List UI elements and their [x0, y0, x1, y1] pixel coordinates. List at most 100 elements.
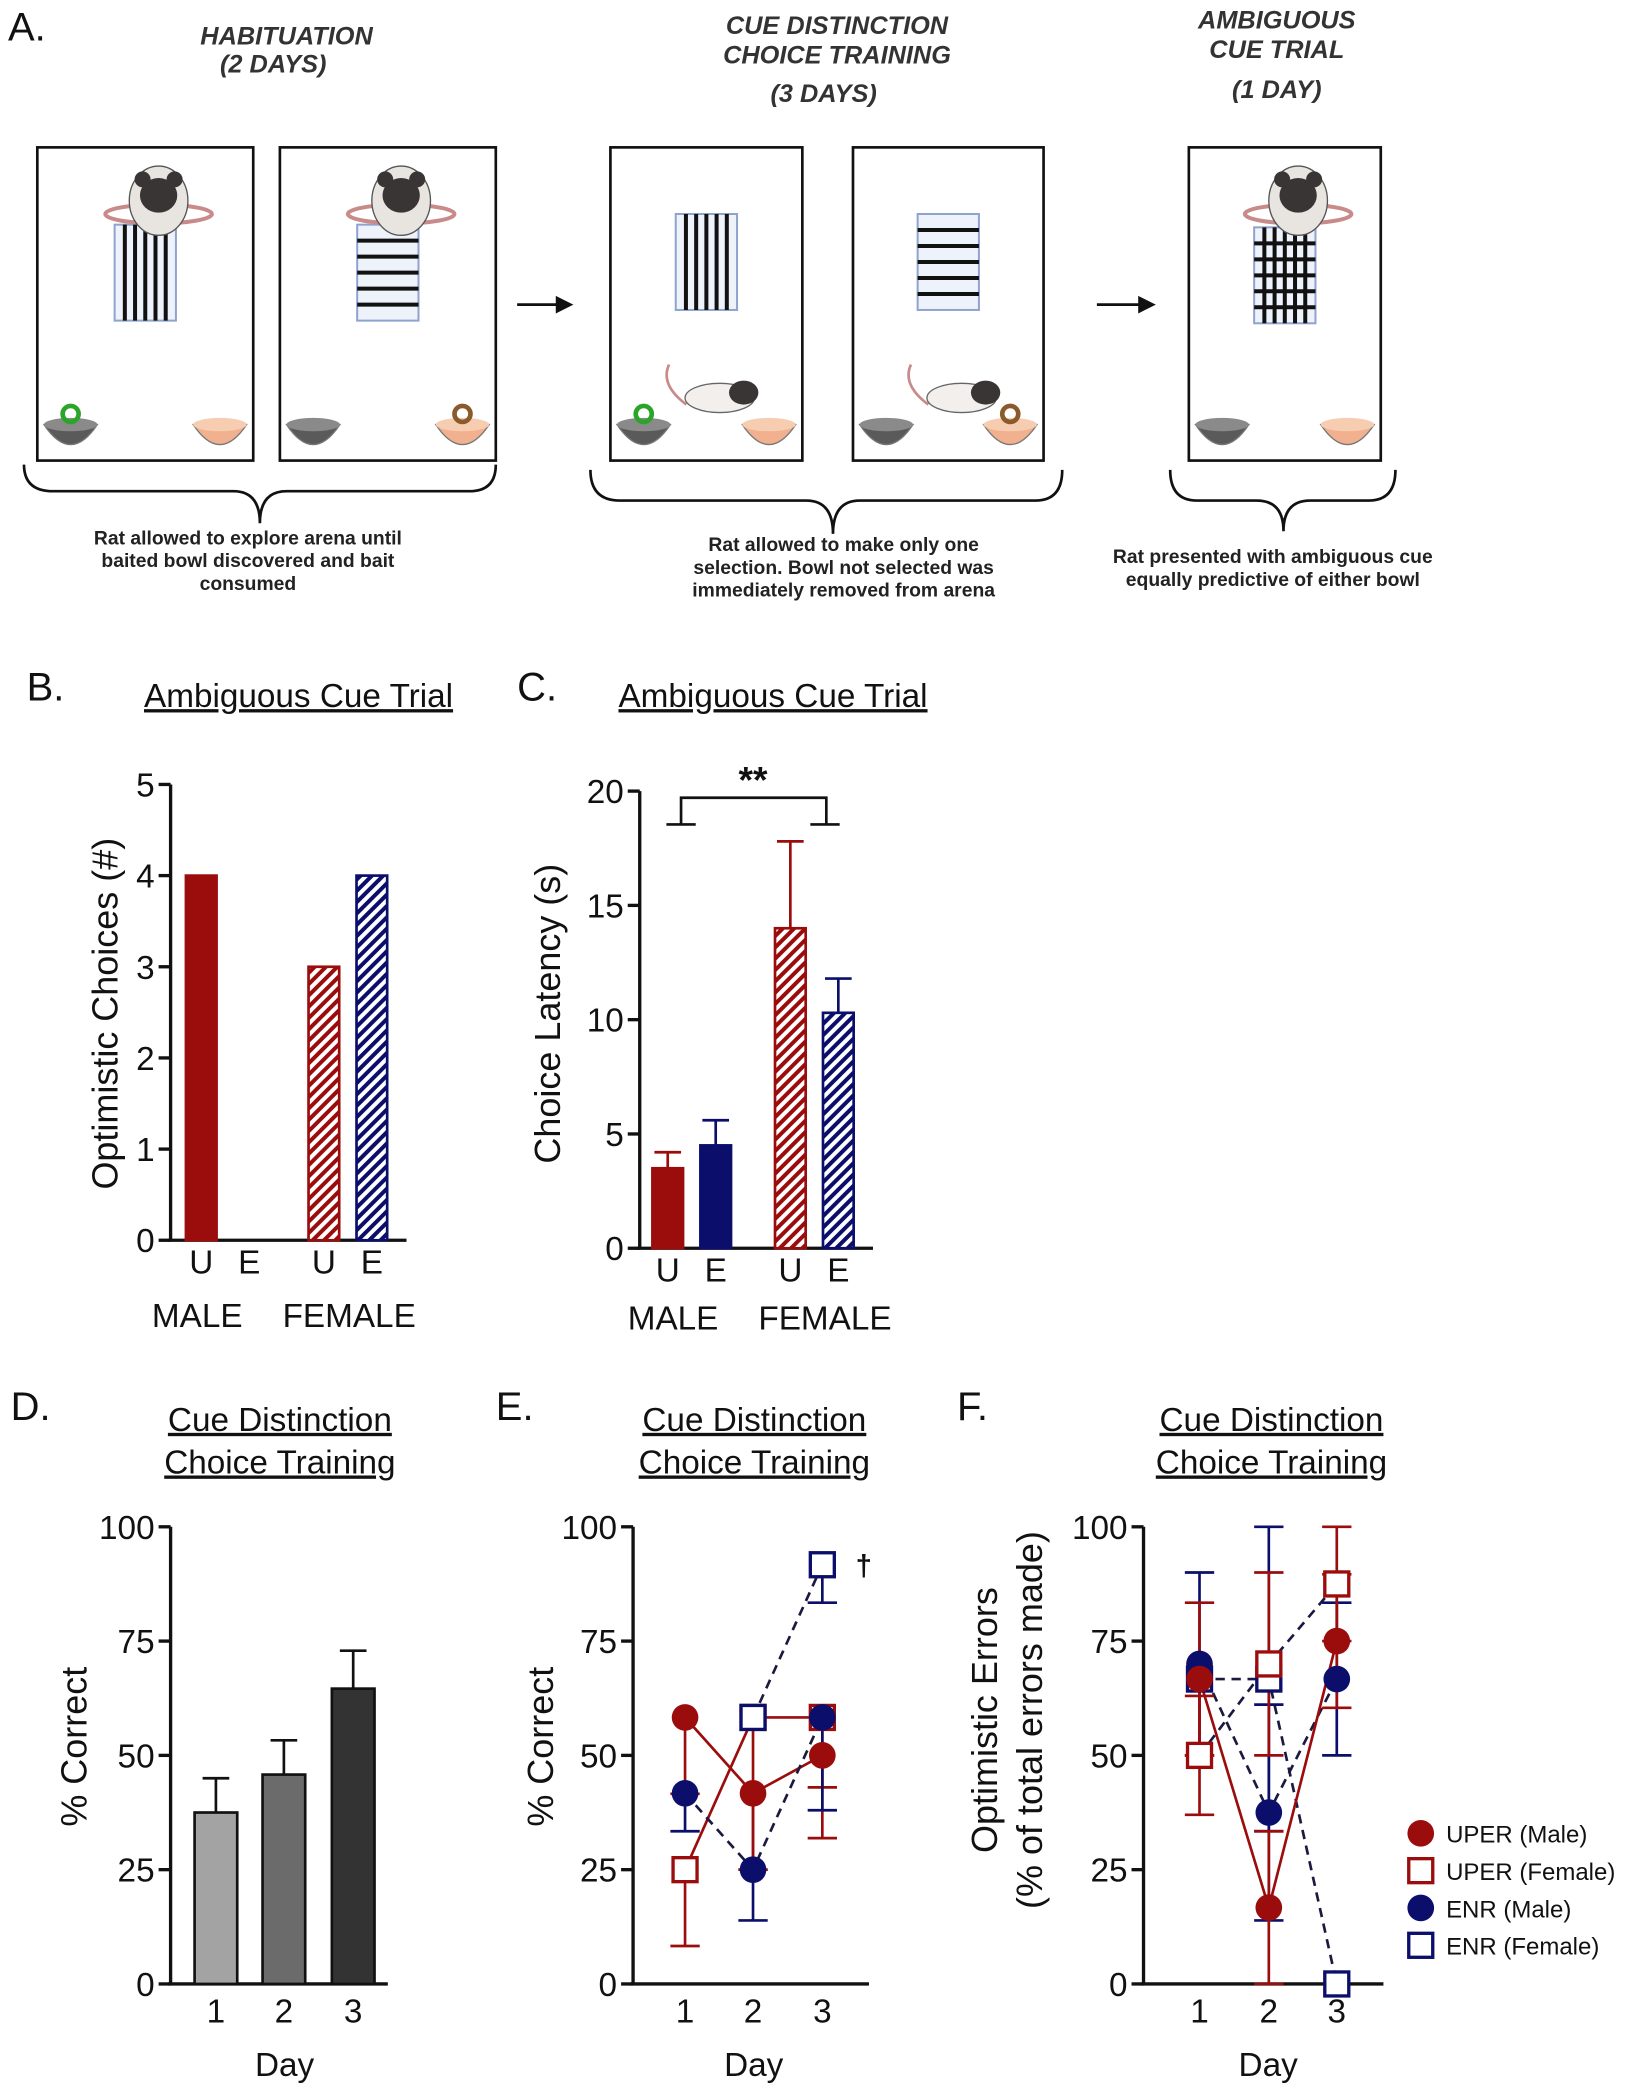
bar: [193, 1811, 239, 1986]
rat-ear: [377, 171, 394, 188]
rat-tail: [665, 364, 688, 406]
x-axis-label: Day: [255, 2047, 315, 2084]
x-tick-label: 1: [676, 1994, 695, 2031]
x-tick-label: U: [656, 1253, 680, 1290]
x-tick-label: E: [827, 1253, 849, 1290]
legend-label: ENR (Male): [1446, 1896, 1571, 1923]
group-label: MALE: [628, 1301, 719, 1338]
bait-icon: [60, 403, 81, 425]
y-tick-label: 0: [136, 1967, 155, 2004]
rat-ear: [134, 171, 151, 188]
bowl-rim: [983, 417, 1037, 432]
arena: [35, 146, 255, 462]
arrow: [517, 295, 1156, 314]
y-axis-label: Choice Latency (s): [527, 864, 568, 1164]
significance-label: †: [856, 1549, 872, 1582]
stage-title: CUE DISTINCTION: [726, 12, 949, 40]
rat-head: [1279, 178, 1317, 213]
data-point: [739, 1703, 767, 1732]
legend-item: ENR (Female): [1407, 1931, 1599, 1961]
data-point: [671, 1704, 699, 1731]
legend-label: UPER (Male): [1446, 1822, 1587, 1849]
x-tick-label: U: [312, 1245, 336, 1282]
chart-title: Choice Training: [164, 1444, 395, 1481]
x-tick-label: 3: [1328, 1994, 1347, 2031]
bowl-rim: [1195, 417, 1249, 432]
x-tick-label: 3: [813, 1994, 832, 2031]
chart-title: Cue Distinction: [168, 1402, 392, 1439]
y-tick-label: 50: [118, 1738, 155, 1775]
panel-label: E.: [496, 1385, 534, 1429]
panel-a: A. HABITUATION (2 DAYS) CUE DISTINCTION …: [8, 6, 1433, 602]
y-tick-label: 75: [1090, 1624, 1127, 1661]
data-point: [1185, 1741, 1214, 1770]
y-axis-label: Optimistic Choices (#): [84, 838, 125, 1190]
bar: [821, 1011, 855, 1250]
stage-caption: Rat allowed to make only one: [708, 535, 979, 556]
stage-title: CHOICE TRAINING: [723, 41, 951, 69]
bait-icon: [999, 403, 1021, 425]
group-label: FEMALE: [758, 1301, 891, 1338]
bowl-rim: [193, 417, 247, 432]
data-point: [1323, 1665, 1351, 1693]
rat-ear: [1274, 171, 1291, 188]
x-tick-label: E: [238, 1245, 260, 1282]
brace: [22, 464, 1397, 534]
chart-title: Cue Distinction: [642, 1402, 866, 1439]
chart-title: Cue Distinction: [1160, 1402, 1384, 1439]
chart-title: Ambiguous Cue Trial: [618, 678, 927, 715]
rat-tail: [907, 364, 930, 406]
data-point: [1323, 1570, 1351, 1598]
arena: [278, 146, 498, 462]
y-tick-label: 25: [580, 1853, 617, 1890]
x-tick-label: 1: [207, 1994, 226, 2031]
legend-item: ENR (Male): [1407, 1894, 1571, 1923]
arena-illustrations: [35, 146, 1383, 462]
bowl-rim: [435, 417, 490, 432]
x-tick-label: 2: [1260, 1994, 1279, 2031]
rat-head: [382, 178, 420, 213]
data-point: [808, 1551, 836, 1579]
data-point: [809, 1704, 836, 1731]
chart-panel-b: B. Ambiguous Cue Trial Optimistic Choices …: [27, 665, 453, 1334]
bar: [307, 965, 341, 1242]
bar: [651, 1166, 685, 1250]
y-tick-label: 15: [587, 888, 624, 925]
legend-marker: [1407, 1931, 1435, 1959]
bowl-rim: [859, 417, 913, 432]
chart-panel-c: C. Ambiguous Cue Trial Choice Latency (s) 0…: [517, 665, 927, 1337]
data-point: [1255, 1799, 1283, 1826]
chart-title: Choice Training: [639, 1444, 870, 1481]
chart-panel-d: D. Cue Distinction Choice Training % Correc…: [11, 1385, 396, 2084]
x-tick-label: 2: [744, 1994, 763, 2031]
data-point: [1323, 1627, 1351, 1655]
bowl-rim: [43, 417, 98, 432]
y-tick-label: 5: [136, 767, 155, 804]
y-tick-label: 3: [136, 950, 155, 987]
group-label: FEMALE: [283, 1298, 416, 1335]
bar: [699, 1144, 733, 1250]
bowl-rim: [1320, 417, 1375, 432]
y-axis-label: (% of total errors made): [1009, 1531, 1050, 1909]
y-tick-label: 75: [580, 1624, 617, 1661]
stage-title: (1 DAY): [1232, 76, 1322, 104]
y-tick-label: 50: [580, 1738, 617, 1775]
rat-head: [970, 380, 1001, 405]
legend-marker: [1407, 1857, 1435, 1885]
data-point: [739, 1856, 767, 1883]
bar: [773, 926, 808, 1250]
rat-head: [729, 380, 759, 405]
stage-title: (2 DAYS): [220, 51, 326, 79]
group-label: MALE: [152, 1298, 243, 1335]
legend-marker: [1407, 1820, 1435, 1847]
bar: [330, 1687, 376, 1986]
y-tick-label: 75: [118, 1624, 155, 1661]
data-point: [1255, 1650, 1283, 1678]
legend-item: UPER (Male): [1407, 1820, 1587, 1849]
stage-caption: selection. Bowl not selected was: [693, 558, 994, 579]
bowl-rim: [286, 417, 340, 432]
x-tick-label: U: [778, 1253, 802, 1290]
charts: B. Ambiguous Cue Trial Optimistic Choices …: [11, 665, 1616, 2083]
x-tick-label: E: [705, 1253, 727, 1290]
x-axis-label: Day: [724, 2047, 784, 2084]
